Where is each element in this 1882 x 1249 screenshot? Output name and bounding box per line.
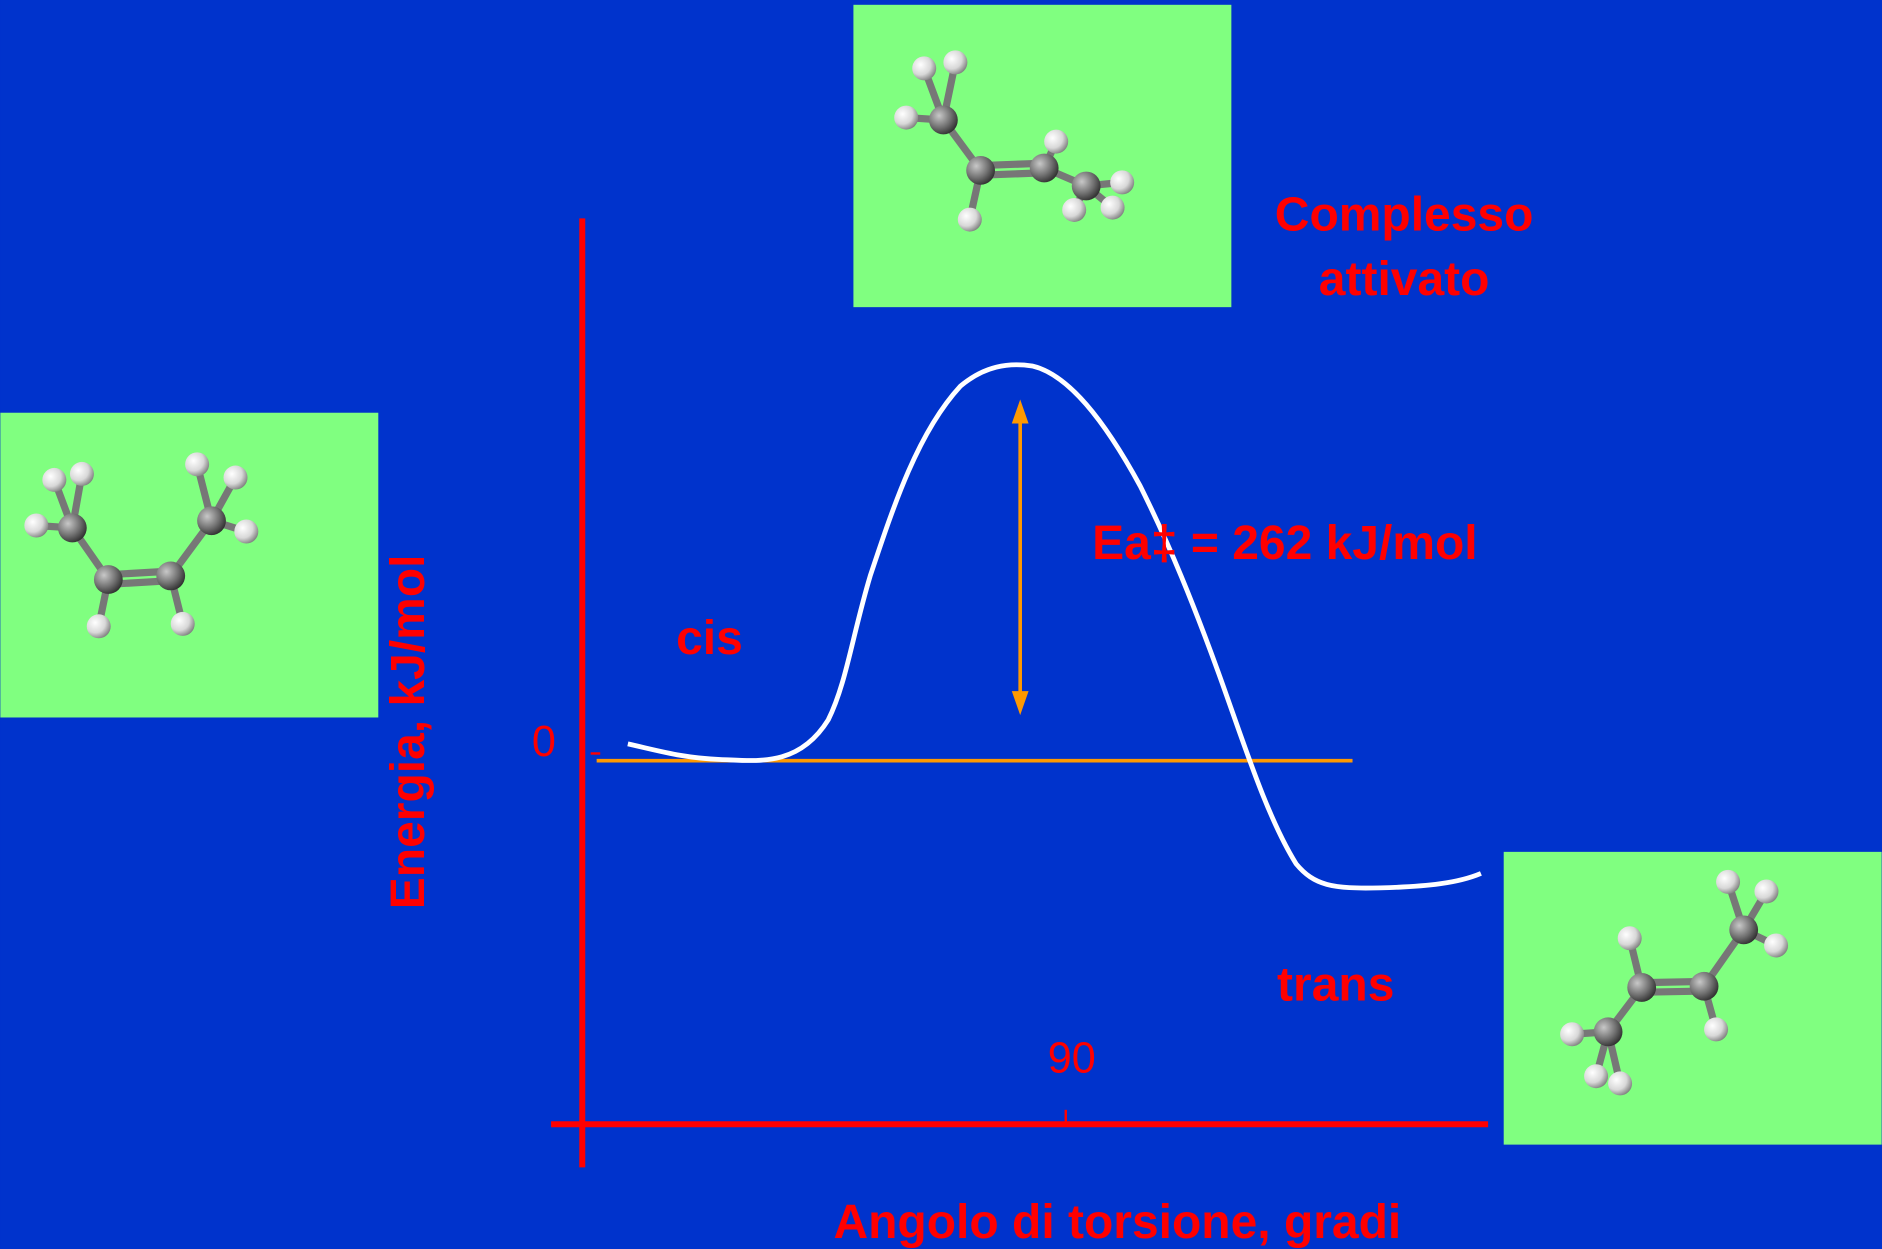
y-axis-label: Energia, kJ/mol xyxy=(382,555,435,910)
trans-label: trans xyxy=(1277,959,1394,1012)
x-axis-label: Angolo di torsione, gradi xyxy=(833,1196,1401,1249)
page: Complesso attivato Ea‡ = 262 kJ/mol cis … xyxy=(0,0,1882,1249)
activated-complex-label: attivato xyxy=(1319,253,1490,306)
y-tick-label: 0 xyxy=(532,718,556,766)
activated-complex-label: Complesso xyxy=(1275,188,1534,241)
slide: Complesso attivato Ea‡ = 262 kJ/mol cis … xyxy=(0,0,1882,1249)
x-tick-label: 90 xyxy=(1048,1035,1096,1083)
cis-label: cis xyxy=(676,612,743,665)
activation-energy-label: Ea‡ = 262 kJ/mol xyxy=(1092,517,1477,570)
trans-box xyxy=(1504,852,1882,1145)
